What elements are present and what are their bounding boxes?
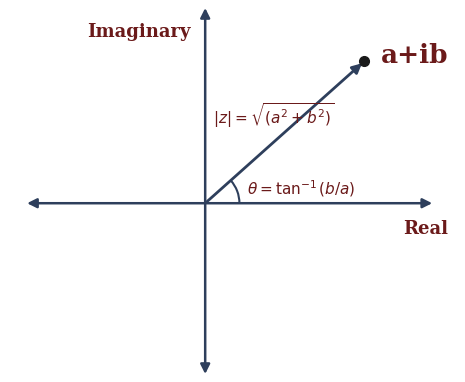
Text: Imaginary: Imaginary xyxy=(87,23,191,41)
Text: $\theta = \tan^{-1}(b/a)$: $\theta = \tan^{-1}(b/a)$ xyxy=(247,178,355,199)
Text: a+ib: a+ib xyxy=(381,43,449,68)
Text: $|z| = \sqrt{(a^2 + b^2)}$: $|z| = \sqrt{(a^2 + b^2)}$ xyxy=(213,101,334,129)
Text: Real: Real xyxy=(403,220,448,238)
